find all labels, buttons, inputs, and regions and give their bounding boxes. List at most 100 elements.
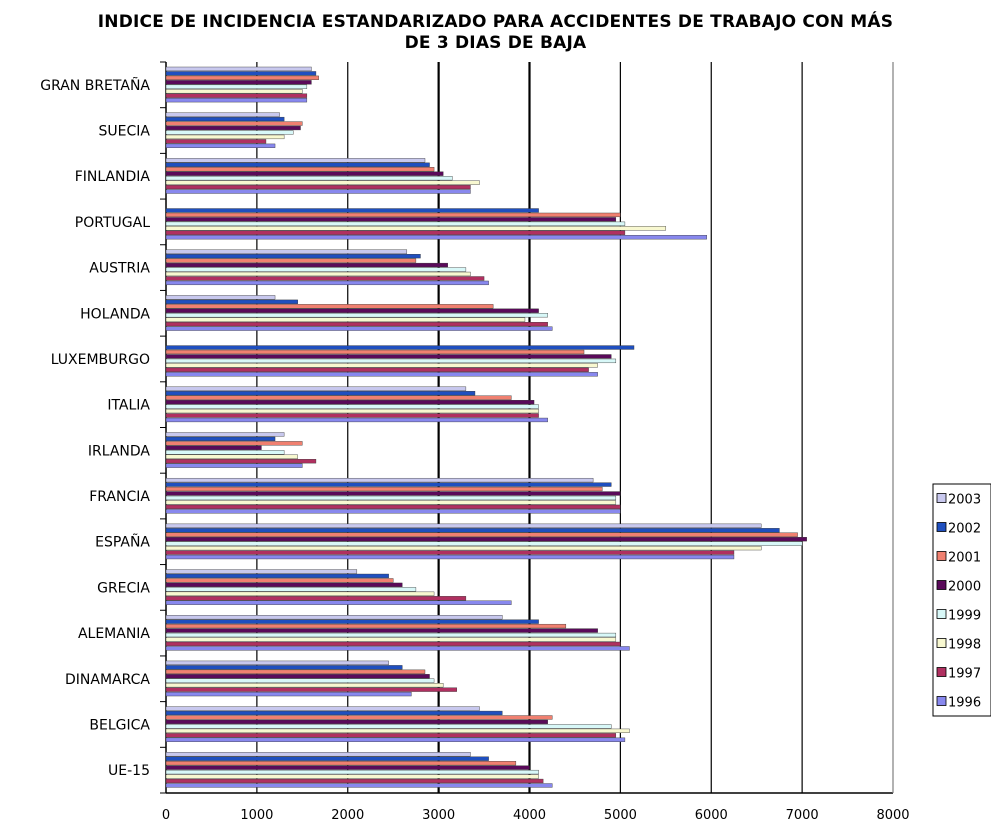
bar-1996-13 (165, 691, 412, 697)
legend-label-2000: 2000 (948, 580, 981, 595)
legend-label-1996: 1996 (948, 696, 981, 711)
x-tick-label-3000: 3000 (422, 808, 455, 823)
bar-2001-7 (165, 395, 512, 400)
legend-label-2003: 2003 (948, 493, 981, 508)
bar-1998-6 (165, 363, 598, 368)
bar-2001-2 (165, 167, 435, 172)
bar-1997-13 (165, 687, 457, 692)
bar-1996-3 (165, 235, 707, 240)
bar-2000-8 (165, 445, 262, 450)
bar-2003-4 (165, 249, 408, 254)
bar-1999-2 (165, 176, 453, 181)
bar-1999-5 (165, 313, 548, 318)
bar-2000-10 (165, 537, 807, 542)
bar-2003-2 (165, 158, 426, 163)
bar-2001-12 (165, 623, 567, 629)
bar-1999-6 (165, 358, 617, 364)
category-label-5: HOLANDA (80, 306, 150, 322)
bar-2003-14 (165, 706, 480, 711)
chart-title-line-2: DE 3 DIAS DE BAJA (404, 33, 587, 53)
category-label-0: GRAN BRETAÑA (40, 77, 150, 94)
x-tick-label-5000: 5000 (604, 808, 637, 823)
bar-1997-8 (165, 459, 317, 464)
bar-2003-12 (165, 615, 503, 620)
bar-1999-15 (165, 769, 539, 775)
legend-swatch-1997 (936, 667, 947, 677)
bar-1997-2 (165, 184, 471, 190)
bar-2001-9 (165, 486, 603, 492)
bar-1998-12 (165, 637, 617, 642)
legend-swatch-1998 (936, 638, 947, 648)
bar-1998-11 (165, 591, 435, 596)
x-tick-label-2000: 2000 (331, 808, 364, 823)
bar-1998-0 (165, 89, 303, 94)
legend-swatch-1996 (936, 696, 947, 706)
bar-1996-6 (165, 372, 598, 377)
bar-2001-10 (165, 532, 798, 537)
bar-1996-4 (165, 280, 489, 286)
bar-1996-8 (165, 463, 303, 468)
x-tick-label-1000: 1000 (240, 808, 273, 823)
bar-2000-13 (165, 674, 430, 679)
bar-1999-3 (165, 221, 626, 226)
category-label-7: ITALIA (107, 398, 150, 414)
bar-2001-3 (165, 212, 621, 218)
category-label-13: DINAMARCA (65, 672, 150, 688)
legend-label-1997: 1997 (948, 667, 981, 682)
bar-2000-14 (165, 719, 548, 725)
bar-2002-9 (165, 482, 612, 487)
bar-2000-12 (165, 628, 598, 633)
bar-1999-14 (165, 724, 612, 729)
bar-2000-3 (165, 217, 617, 222)
bar-1997-0 (165, 93, 308, 98)
bar-2002-6 (165, 345, 635, 350)
bar-1996-0 (165, 98, 308, 103)
bar-2000-0 (165, 80, 312, 85)
legend-label-1999: 1999 (948, 609, 981, 624)
bar-1999-10 (165, 541, 803, 546)
category-label-9: FRANCIA (89, 489, 150, 505)
bar-2002-10 (165, 528, 780, 533)
bar-2001-13 (165, 669, 426, 674)
bar-2000-7 (165, 399, 535, 405)
bar-1999-9 (165, 495, 617, 501)
bar-2002-12 (165, 619, 539, 624)
bar-1999-0 (165, 84, 308, 89)
bar-1996-11 (165, 600, 512, 605)
category-label-3: PORTUGAL (75, 215, 150, 231)
bar-2000-5 (165, 308, 539, 313)
bar-2002-13 (165, 665, 403, 670)
bar-2003-1 (165, 112, 280, 117)
bar-1998-1 (165, 134, 285, 140)
bar-1998-8 (165, 454, 298, 459)
bar-1997-7 (165, 413, 539, 418)
legend-swatch-2001 (936, 551, 947, 561)
bar-2001-4 (165, 258, 417, 263)
bar-1998-5 (165, 317, 526, 322)
bar-2000-6 (165, 354, 612, 359)
bar-1998-3 (165, 226, 667, 231)
bar-1999-8 (165, 450, 285, 455)
bar-2001-14 (165, 715, 553, 720)
bar-2002-0 (165, 71, 317, 76)
bar-1999-4 (165, 267, 467, 272)
legend-swatch-2003 (936, 493, 947, 503)
legend-swatch-2002 (936, 522, 947, 532)
bar-1997-3 (165, 230, 626, 235)
category-label-14: BELGICA (89, 717, 150, 733)
bar-2001-5 (165, 304, 494, 309)
x-tick-label-7000: 7000 (786, 808, 819, 823)
bar-1998-10 (165, 545, 762, 551)
bar-2003-15 (165, 752, 471, 757)
bar-2003-10 (165, 523, 762, 528)
bar-1997-1 (165, 139, 267, 144)
bar-2003-9 (165, 477, 594, 483)
category-label-2: FINLANDIA (75, 169, 151, 185)
bar-2001-8 (165, 441, 303, 446)
bar-1997-6 (165, 367, 589, 372)
category-label-12: ALEMANIA (78, 626, 150, 642)
legend-label-1998: 1998 (948, 638, 981, 653)
bar-2000-4 (165, 262, 448, 268)
bar-2003-11 (165, 569, 358, 574)
bar-2002-3 (165, 208, 539, 213)
